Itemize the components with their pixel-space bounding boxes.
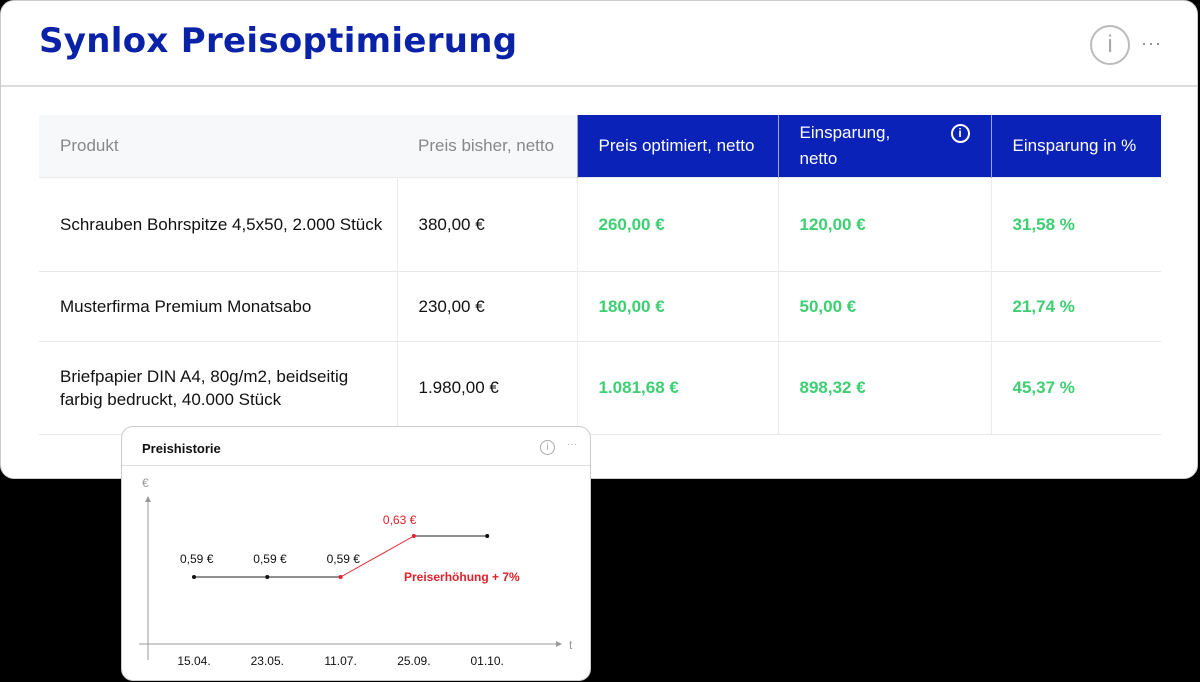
product-cell: Schrauben Bohrspitze 4,5x50, 2.000 Stück (39, 176, 397, 271)
divider (1, 85, 1197, 87)
main-card: Synlox Preisoptimierung i ··· Produkt Pr… (0, 0, 1198, 479)
y-axis-label: € (142, 476, 149, 490)
data-label: 0,59 € (180, 552, 214, 566)
price-table: Produkt Preis bisher, netto Preis optimi… (39, 115, 1161, 435)
line-segment (340, 535, 415, 578)
col-header: Produkt (39, 115, 397, 177)
data-point (265, 575, 270, 579)
optimized-price-cell: 1.081,68 € (576, 340, 778, 435)
info-icon[interactable]: i (950, 123, 970, 143)
more-icon[interactable]: ··· (1141, 33, 1162, 53)
data-label: 0,59 € (327, 552, 361, 566)
annotation: Preiserhöhung + 7% (404, 570, 520, 584)
old-price-cell: 1.980,00 € (396, 340, 577, 435)
info-icon[interactable]: i (1090, 25, 1130, 65)
optimized-price-cell: 260,00 € (576, 176, 778, 271)
savings-cell: 120,00 € (777, 176, 991, 271)
table-row: Musterfirma Premium Monatsabo 230,00 €180… (39, 270, 1161, 341)
x-tick-label: 11.07. (324, 654, 356, 668)
page-title: Synlox Preisoptimierung (39, 21, 518, 61)
product-cell: Musterfirma Premium Monatsabo (39, 270, 397, 341)
x-tick-label: 01.10. (471, 654, 504, 668)
product-cell: Briefpapier DIN A4, 80g/m2, beidseitig f… (39, 340, 397, 435)
data-point (338, 575, 343, 579)
table-header: Produkt Preis bisher, netto Preis optimi… (39, 115, 1161, 177)
col-header: Preis bisher, netto (397, 115, 577, 177)
data-point (411, 534, 416, 538)
old-price-cell: 230,00 € (396, 270, 577, 341)
col-header: Preis optimiert, netto (576, 115, 778, 177)
col-header: Einsparung in % (990, 115, 1161, 177)
table-row: Schrauben Bohrspitze 4,5x50, 2.000 Stück… (39, 176, 1161, 271)
x-tick-label: 25.09. (397, 654, 430, 668)
divider (122, 465, 590, 466)
col-header-label: Einsparung, netto (799, 122, 891, 168)
price-history-chart: € t 0,59 € 15.04. 0,59 € 23.05. 0,59 € 11.07. 0,… (139, 476, 573, 668)
savings-percent-cell: 31,58 % (990, 176, 1161, 271)
data-label: 0,63 € (383, 513, 417, 527)
x-axis-label: t (569, 638, 573, 652)
data-label: 0,59 € (253, 552, 287, 566)
savings-cell: 50,00 € (777, 270, 991, 341)
data-point (485, 534, 490, 538)
savings-percent-cell: 21,74 % (990, 270, 1161, 341)
price-history-popup: Preishistorie i ··· € t 0,59 € 15.04. 0,59 €… (121, 426, 591, 681)
savings-percent-cell: 45,37 % (990, 340, 1161, 435)
x-tick-label: 23.05. (251, 654, 284, 668)
data-point (192, 575, 196, 579)
col-header: i Einsparung, netto (777, 115, 991, 177)
table-row: Briefpapier DIN A4, 80g/m2, beidseitig f… (39, 340, 1161, 435)
x-tick-label: 15.04. (177, 654, 210, 668)
x-axis-arrow (556, 641, 562, 647)
savings-cell: 898,32 € (777, 340, 991, 435)
more-icon[interactable]: ··· (567, 439, 577, 450)
popup-title: Preishistorie (142, 441, 221, 456)
y-axis-arrow (145, 496, 151, 502)
info-icon[interactable]: i (540, 440, 555, 455)
optimized-price-cell: 180,00 € (576, 270, 778, 341)
old-price-cell: 380,00 € (396, 176, 577, 271)
